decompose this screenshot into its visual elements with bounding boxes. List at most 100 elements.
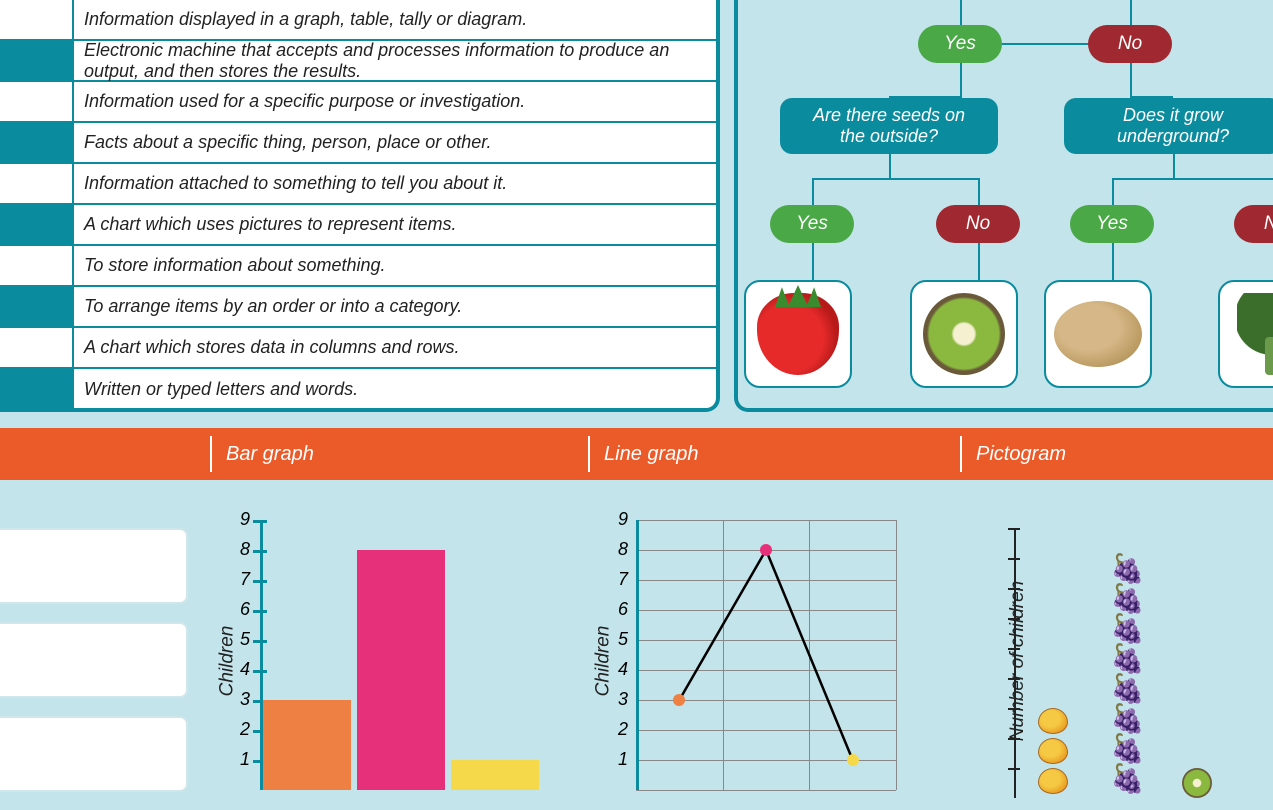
definition-text: A chart which uses pictures to represent… xyxy=(72,205,716,244)
pictogram-grape-icon xyxy=(1110,738,1144,768)
legend-box xyxy=(0,622,188,698)
line-chart: Children 123456789 xyxy=(596,500,946,810)
definition-tag xyxy=(0,164,72,203)
flow-connector xyxy=(978,243,980,280)
definition-tag xyxy=(0,369,72,410)
definition-text: To store information about something. xyxy=(72,246,716,285)
tick xyxy=(253,550,267,553)
flow-connector xyxy=(1130,0,1132,25)
flow-connector xyxy=(1112,178,1273,180)
flow-no-pill: No xyxy=(1088,25,1172,63)
pictogram-grape-icon xyxy=(1110,708,1144,738)
definition-tag xyxy=(0,287,72,326)
fruit-box-broccoli xyxy=(1218,280,1273,388)
legend-box xyxy=(0,716,188,792)
flow-connector xyxy=(812,178,814,205)
pictogram-tick xyxy=(1008,588,1020,590)
fruit-box-kiwi xyxy=(910,280,1018,388)
flow-no-pill: No xyxy=(936,205,1020,243)
definition-text: Information displayed in a graph, table,… xyxy=(72,0,716,39)
tick-label: 4 xyxy=(230,659,250,680)
header-pictogram: Pictogram xyxy=(960,436,1273,472)
flow-no-pill: No xyxy=(1234,205,1273,243)
definition-row: To store information about something. xyxy=(0,246,716,287)
tick xyxy=(253,520,267,523)
data-point xyxy=(847,754,859,766)
definition-text: To arrange items by an order or into a c… xyxy=(72,287,716,326)
definition-row: Facts about a specific thing, person, pl… xyxy=(0,123,716,164)
definition-tag xyxy=(0,246,72,285)
pictogram-axis xyxy=(1014,528,1016,798)
flowchart-panel: Yes No Are there seeds on the outside? Does… xyxy=(734,0,1273,412)
flow-connector xyxy=(960,0,962,25)
pictogram-y-label: Number of children xyxy=(1007,571,1029,751)
flow-connector xyxy=(1130,63,1132,100)
flow-connector xyxy=(1112,178,1114,205)
definition-tag xyxy=(0,123,72,162)
broccoli-icon xyxy=(1237,293,1273,375)
tick-label: 8 xyxy=(230,539,250,560)
definition-text: A chart which stores data in columns and… xyxy=(72,328,716,367)
header-line-graph: Line graph xyxy=(588,436,960,472)
flow-question: Are there seeds on the outside? xyxy=(780,98,998,154)
legend-box xyxy=(0,528,188,604)
data-point xyxy=(760,544,772,556)
definition-row: Information displayed in a graph, table,… xyxy=(0,0,716,41)
kiwi-icon xyxy=(923,293,1005,375)
tick xyxy=(253,580,267,583)
pictogram-grape-icon xyxy=(1110,648,1144,678)
tick-label: 2 xyxy=(230,719,250,740)
fruit-box-potato xyxy=(1044,280,1152,388)
bar xyxy=(451,760,539,790)
tick-label: 9 xyxy=(230,509,250,530)
pictogram-tick xyxy=(1008,708,1020,710)
flow-connector xyxy=(889,154,891,178)
flow-yes-pill: Yes xyxy=(918,25,1002,63)
chart-type-header: Bar graph Line graph Pictogram xyxy=(0,428,1273,480)
tick xyxy=(253,640,267,643)
header-bar-graph: Bar graph xyxy=(210,436,588,472)
flow-yes-pill: Yes xyxy=(1070,205,1154,243)
tick-label: 5 xyxy=(230,629,250,650)
pictogram-tick xyxy=(1008,618,1020,620)
tick-label: 1 xyxy=(230,749,250,770)
tick xyxy=(253,610,267,613)
definition-tag xyxy=(0,205,72,244)
pictogram-mango-icon xyxy=(1038,738,1072,768)
definition-text: Information used for a specific purpose … xyxy=(72,82,716,121)
definition-row: A chart which uses pictures to represent… xyxy=(0,205,716,246)
bar xyxy=(357,550,445,790)
pictogram-tick xyxy=(1008,678,1020,680)
pictogram-grape-icon xyxy=(1110,618,1144,648)
definition-row: Information used for a specific purpose … xyxy=(0,82,716,123)
flow-connector xyxy=(1173,154,1175,178)
definition-row: Information attached to something to tel… xyxy=(0,164,716,205)
pictogram-mango-icon xyxy=(1038,768,1072,798)
pictogram-grape-icon xyxy=(1110,558,1144,588)
tick-label: 7 xyxy=(230,569,250,590)
definition-text: Written or typed letters and words. xyxy=(72,369,716,410)
chart-area: Children 123456789 Children 123456789 Nu… xyxy=(0,480,1273,805)
pictogram-tick xyxy=(1008,528,1020,530)
data-point xyxy=(673,694,685,706)
flow-connector xyxy=(812,243,814,280)
pictogram-tick xyxy=(1008,648,1020,650)
flow-question: Does it grow underground? xyxy=(1064,98,1273,154)
bar xyxy=(263,700,351,790)
pictogram-mango-icon xyxy=(1038,708,1072,738)
flow-connector xyxy=(812,178,978,180)
tick-label: 6 xyxy=(230,599,250,620)
definition-row: Written or typed letters and words. xyxy=(0,369,716,410)
potato-icon xyxy=(1054,301,1142,367)
flow-connector xyxy=(1112,243,1114,280)
tick-label: 3 xyxy=(230,689,250,710)
definition-row: Electronic machine that accepts and proc… xyxy=(0,41,716,82)
definition-text: Facts about a specific thing, person, pl… xyxy=(72,123,716,162)
pictogram-grape-icon xyxy=(1110,678,1144,708)
definition-row: A chart which stores data in columns and… xyxy=(0,328,716,369)
definition-tag xyxy=(0,328,72,367)
definitions-panel: Information displayed in a graph, table,… xyxy=(0,0,720,412)
definition-row: To arrange items by an order or into a c… xyxy=(0,287,716,328)
bar-chart: Children 123456789 xyxy=(220,500,570,810)
pictogram-tick xyxy=(1008,768,1020,770)
